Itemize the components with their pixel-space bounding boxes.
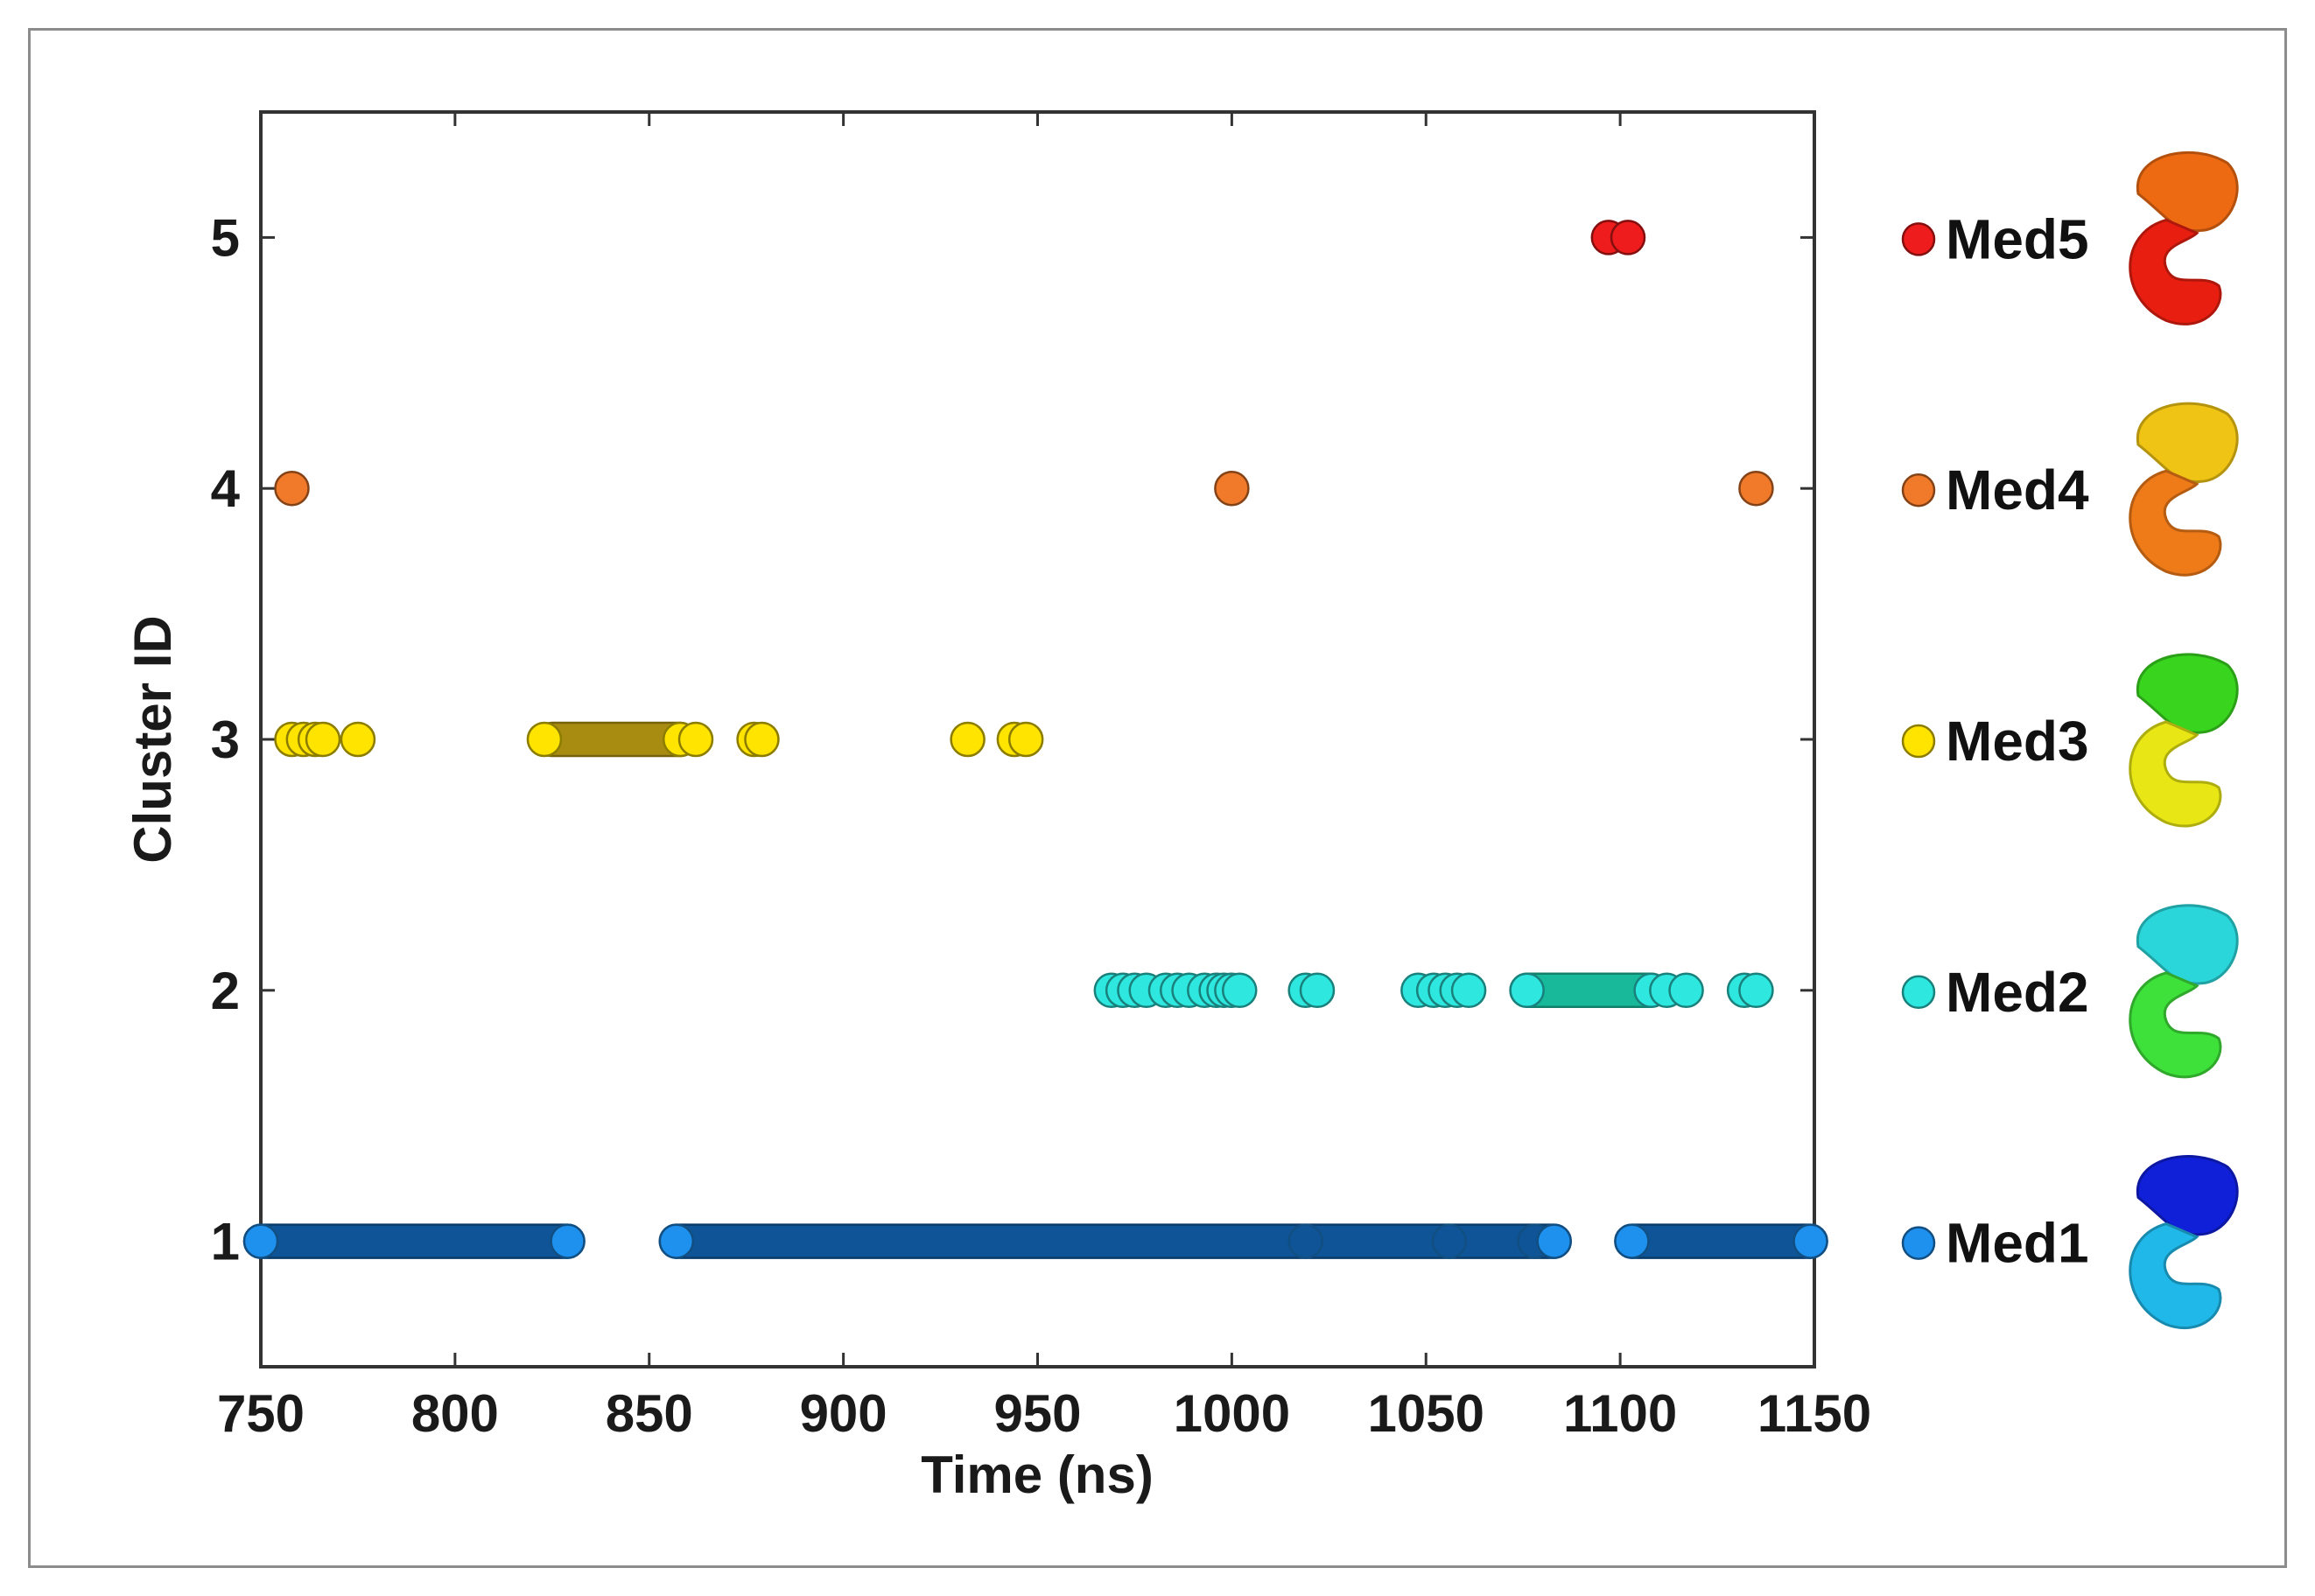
legend: Med5 Med4 Med3 Med2 Med1 bbox=[1901, 150, 2239, 1330]
protein-structure-icon bbox=[2129, 904, 2239, 1079]
data-point-med4 bbox=[1214, 470, 1250, 507]
axis-ticks bbox=[259, 112, 1816, 1367]
data-point-med2 bbox=[1738, 972, 1774, 1009]
data-point-med1 bbox=[550, 1223, 586, 1259]
data-point-med1 bbox=[658, 1223, 695, 1259]
legend-marker bbox=[1901, 724, 1936, 759]
legend-marker bbox=[1901, 975, 1936, 1010]
data-point-med3 bbox=[340, 721, 376, 758]
data-point-med3 bbox=[305, 721, 341, 758]
data-point-med3 bbox=[744, 721, 780, 758]
x-tick-label: 750 bbox=[217, 1384, 305, 1443]
protein-structure-icon bbox=[2129, 1155, 2239, 1330]
y-tick-label: 2 bbox=[211, 962, 240, 1020]
data-point-med2 bbox=[1509, 972, 1545, 1009]
legend-label: Med5 bbox=[1946, 207, 2089, 270]
legend-marker bbox=[1901, 1226, 1936, 1260]
x-axis-title: Time (ns) bbox=[921, 1446, 1154, 1504]
structure-upper-domain bbox=[2136, 904, 2239, 985]
y-tick-label: 3 bbox=[211, 710, 240, 769]
legend-label: Med1 bbox=[1946, 1212, 2089, 1275]
data-point-med2 bbox=[1222, 972, 1258, 1009]
legend-marker bbox=[1901, 222, 1936, 256]
legend-item-med5: Med5 bbox=[1901, 150, 2239, 326]
structure-upper-domain bbox=[2136, 150, 2239, 233]
structure-upper-domain bbox=[2136, 653, 2239, 734]
legend-label: Med4 bbox=[1946, 458, 2089, 522]
data-points bbox=[242, 220, 1828, 1259]
data-point-med1 bbox=[1614, 1223, 1650, 1259]
legend-item-med1: Med1 bbox=[1901, 1155, 2239, 1330]
data-point-med3 bbox=[677, 721, 714, 758]
data-point-med4 bbox=[274, 470, 310, 507]
legend-item-med4: Med4 bbox=[1901, 402, 2239, 577]
data-point-med1 bbox=[1287, 1223, 1323, 1259]
legend-item-med2: Med2 bbox=[1901, 904, 2239, 1079]
x-tick-label: 1050 bbox=[1368, 1384, 1484, 1443]
x-tick-label: 1000 bbox=[1174, 1384, 1290, 1443]
structure-lower-domain bbox=[2129, 469, 2222, 577]
protein-structure-icon bbox=[2129, 653, 2239, 828]
y-tick-label: 1 bbox=[211, 1213, 240, 1271]
x-tick-label: 950 bbox=[993, 1384, 1081, 1443]
structure-lower-domain bbox=[2129, 218, 2222, 326]
data-point-med2 bbox=[1668, 972, 1704, 1009]
legend-marker bbox=[1901, 472, 1936, 508]
data-point-med1 bbox=[1431, 1223, 1468, 1259]
structure-upper-domain bbox=[2136, 1155, 2239, 1236]
data-point-med1 bbox=[1536, 1223, 1572, 1259]
protein-structure-icon bbox=[2129, 402, 2239, 577]
x-tick-label: 900 bbox=[800, 1384, 887, 1443]
y-tick-label: 4 bbox=[211, 459, 241, 518]
y-tick-label: 5 bbox=[211, 208, 240, 267]
data-point-med1 bbox=[242, 1223, 279, 1259]
protein-structure-icon bbox=[2129, 150, 2239, 326]
data-point-med5 bbox=[1610, 220, 1646, 256]
legend-label: Med2 bbox=[1946, 961, 2089, 1024]
x-tick-label: 800 bbox=[411, 1384, 499, 1443]
data-point-med2 bbox=[1299, 972, 1336, 1009]
x-tick-label: 850 bbox=[606, 1384, 693, 1443]
data-point-med3 bbox=[526, 721, 563, 758]
legend-label: Med3 bbox=[1946, 710, 2089, 773]
y-axis-title: Cluster ID bbox=[123, 615, 182, 863]
x-tick-label: 1150 bbox=[1757, 1384, 1871, 1443]
data-point-med4 bbox=[1738, 470, 1774, 507]
structure-upper-domain bbox=[2136, 402, 2239, 483]
data-point-med3 bbox=[950, 721, 986, 758]
structure-lower-domain bbox=[2129, 1222, 2222, 1330]
structure-lower-domain bbox=[2129, 720, 2222, 828]
legend-item-med3: Med3 bbox=[1901, 653, 2239, 828]
data-segment-med1 bbox=[242, 1223, 586, 1259]
structure-lower-domain bbox=[2129, 971, 2222, 1079]
data-point-med2 bbox=[1450, 972, 1487, 1009]
tick-labels: 750 800 850 900 950 1000 1050 1100 1150 1 2 3 4 5 bbox=[211, 208, 1871, 1443]
x-tick-label: 1100 bbox=[1563, 1384, 1677, 1443]
data-point-med3 bbox=[1007, 721, 1044, 758]
data-point-med1 bbox=[1792, 1223, 1828, 1259]
